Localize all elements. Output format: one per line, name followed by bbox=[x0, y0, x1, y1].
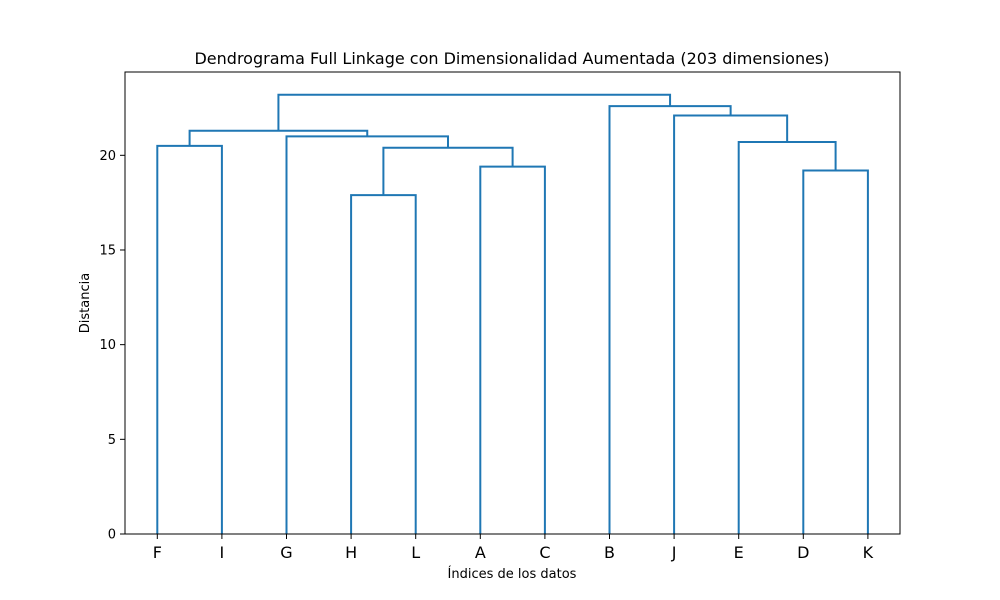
y-tick-label: 0 bbox=[108, 528, 116, 543]
x-tick-label-C: C bbox=[539, 543, 550, 562]
dendrogram-link-2 bbox=[479, 165, 546, 534]
y-axis: 0 5 10 15 20 bbox=[99, 149, 125, 543]
dendrogram-link-9 bbox=[608, 105, 732, 534]
x-tick-label-G: G bbox=[280, 543, 292, 562]
y-axis-label: Distancia bbox=[78, 273, 93, 333]
x-tick-label-I: I bbox=[220, 543, 225, 562]
dendrogram-link-0 bbox=[350, 194, 417, 534]
dendrogram-link-10 bbox=[277, 93, 672, 131]
x-tick-label-J: J bbox=[671, 543, 677, 562]
dendrogram-link-4 bbox=[156, 144, 223, 534]
y-tick-label: 15 bbox=[99, 243, 116, 258]
plot-frame bbox=[124, 71, 901, 535]
dendrogram-link-3 bbox=[382, 146, 514, 196]
dendrogram-link-8 bbox=[188, 129, 369, 146]
dendrogram-link-5 bbox=[737, 141, 837, 534]
x-tick-label-D: D bbox=[797, 543, 809, 562]
x-tick-label-H: H bbox=[345, 543, 357, 562]
dendrogram-link-1 bbox=[802, 169, 869, 534]
x-axis-label: Índices de los datos bbox=[448, 566, 577, 582]
dendrogram-link-7 bbox=[673, 114, 789, 534]
y-tick-label: 5 bbox=[108, 433, 116, 448]
x-tick-label-F: F bbox=[153, 543, 162, 562]
x-tick-label-B: B bbox=[604, 543, 615, 562]
x-tick-label-A: A bbox=[475, 543, 486, 562]
chart-title: Dendrograma Full Linkage con Dimensional… bbox=[194, 49, 829, 68]
x-tick-label-E: E bbox=[734, 543, 744, 562]
dendrogram-links bbox=[156, 93, 869, 534]
y-tick-label: 20 bbox=[99, 149, 116, 164]
x-tick-label-K: K bbox=[863, 543, 874, 562]
y-tick-label: 10 bbox=[99, 338, 116, 353]
x-tick-label-L: L bbox=[411, 543, 420, 562]
